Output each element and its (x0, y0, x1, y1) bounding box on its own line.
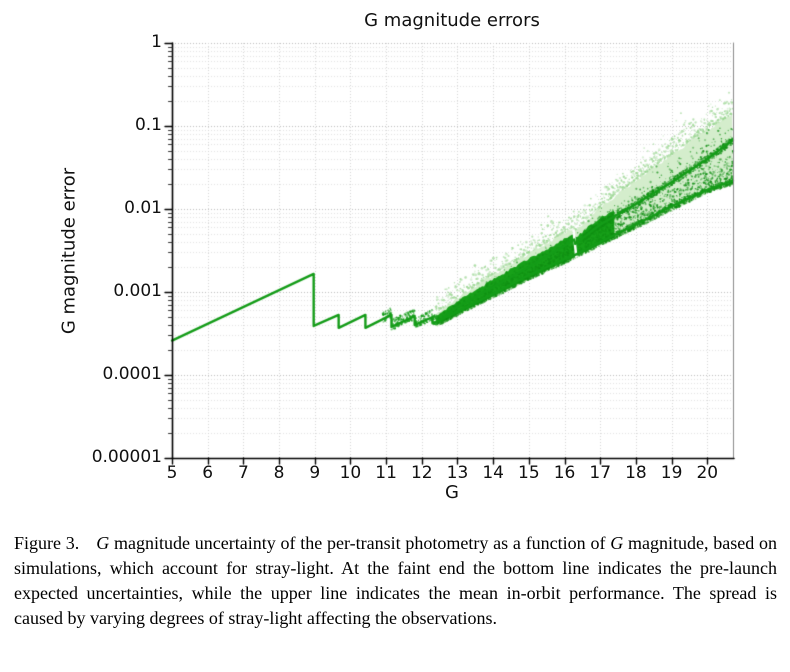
x-tick-label: 17 (589, 463, 612, 483)
y-tick-label: 0.0001 (102, 364, 162, 385)
y-axis-label: G magnitude error (58, 167, 80, 335)
y-tick-label: 0.01 (124, 198, 162, 219)
x-tick-label: 15 (518, 463, 540, 483)
x-tick-label: 18 (625, 463, 647, 483)
x-tick-label: 13 (446, 463, 469, 483)
figure-label: Figure 3. (14, 533, 80, 553)
y-tick-label: 0.1 (134, 115, 162, 136)
x-tick-label: 11 (375, 463, 397, 483)
y-tick-label: 0.001 (113, 281, 162, 302)
x-tick-label: 9 (309, 463, 321, 483)
x-tick-label: 8 (273, 463, 285, 483)
x-tick-label: 6 (202, 463, 214, 483)
plot-canvas (0, 0, 790, 520)
figure-caption: Figure 3. G magnitude uncertainty of the … (14, 531, 777, 631)
x-tick-label: 5 (166, 463, 178, 483)
x-tick-label: 12 (410, 463, 433, 483)
caption-italic-g: G (610, 533, 624, 553)
x-tick-label: 19 (660, 463, 683, 483)
x-tick-label: 16 (553, 463, 576, 483)
y-tick-label: 0.00001 (91, 447, 162, 468)
caption-text: magnitude uncertainty of the per-transit… (109, 533, 611, 553)
y-tick-label: 1 (151, 32, 162, 53)
chart-g-magnitude-errors: G magnitude errors G magnitude error G 1… (0, 0, 790, 520)
x-axis-label: G (445, 482, 459, 503)
chart-title: G magnitude errors (364, 10, 540, 31)
x-tick-label: 10 (339, 463, 362, 483)
x-tick-label: 20 (696, 463, 719, 483)
caption-text: magnitude, based on simulations, which a… (14, 533, 777, 628)
caption-italic-g: G (96, 533, 110, 553)
x-tick-label: 7 (237, 463, 249, 483)
x-tick-label: 14 (482, 463, 504, 483)
